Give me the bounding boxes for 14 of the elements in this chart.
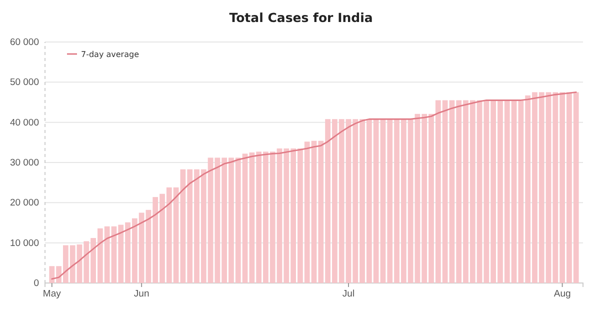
x-tick-label: Jul — [342, 288, 355, 300]
y-tick-label: 50 000 — [10, 77, 39, 88]
y-tick-label: 40 000 — [10, 117, 39, 128]
x-tick-label: Aug — [554, 288, 571, 300]
y-tick-label: 10 000 — [10, 238, 39, 249]
y-tick-label: 20 000 — [10, 198, 39, 209]
legend-label: 7-day average — [81, 50, 140, 59]
line-series — [51, 92, 577, 280]
x-tick-label: Jun — [134, 288, 150, 300]
chart-title: Total Cases for India — [229, 10, 373, 25]
y-tick-label: 60 000 — [10, 37, 39, 48]
x-tick-label: May — [42, 288, 62, 300]
y-tick-label: 30 000 — [10, 158, 39, 169]
y-tick-label: 0 — [34, 278, 39, 290]
